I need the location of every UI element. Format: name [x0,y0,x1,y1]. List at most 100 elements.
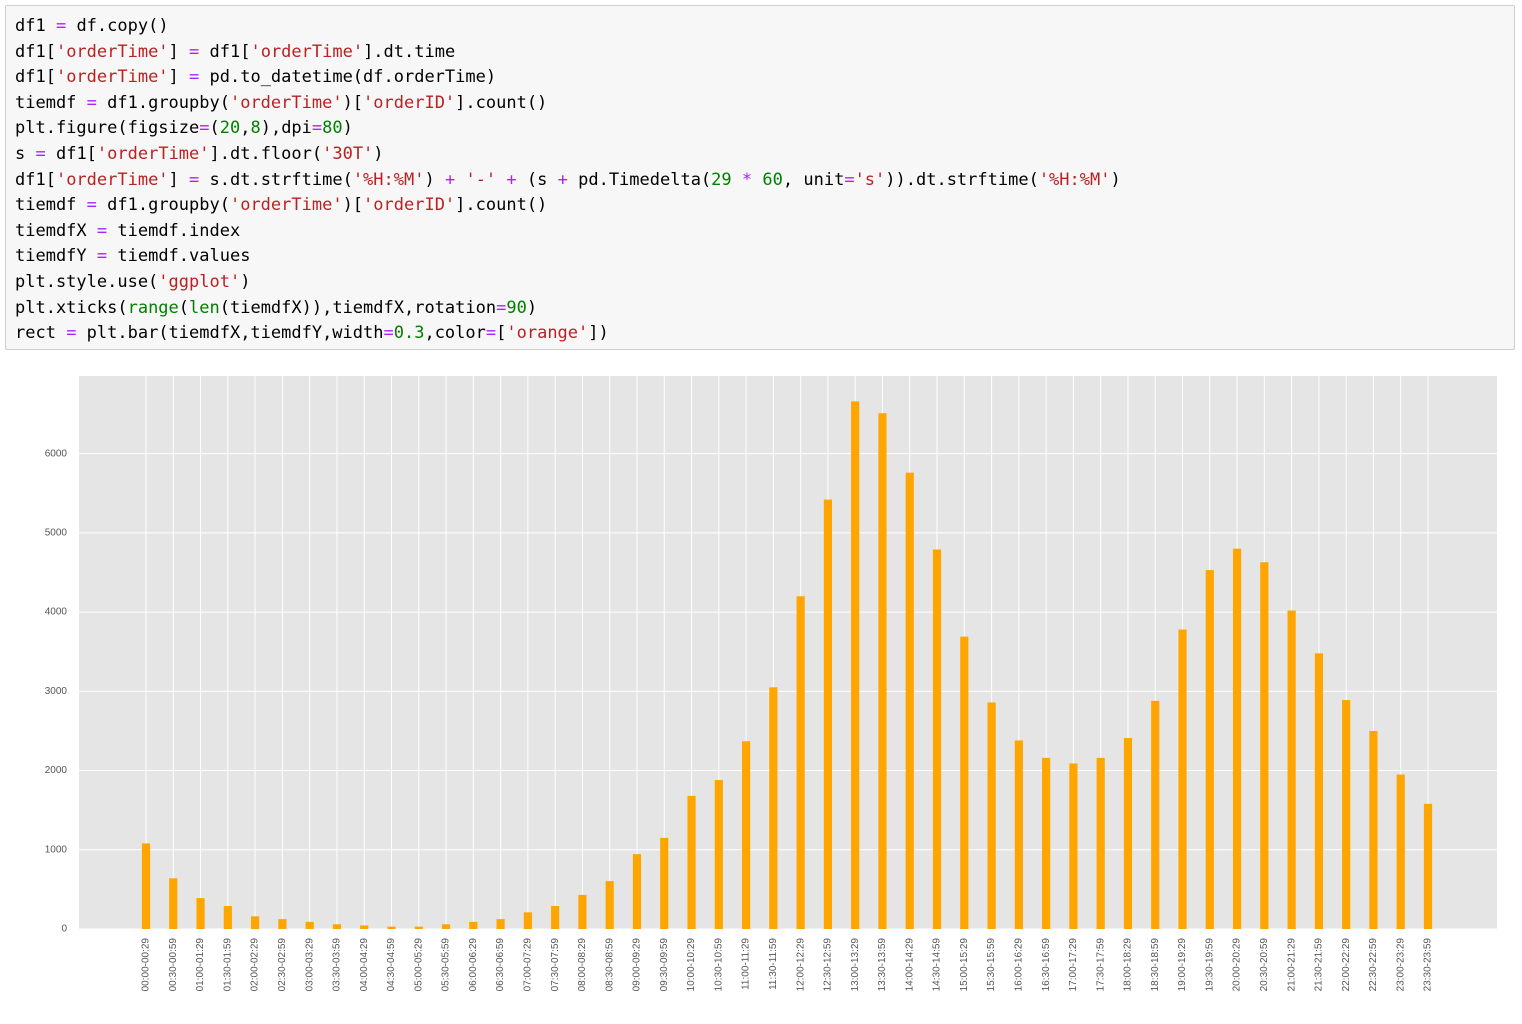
code-token: 60 [762,169,783,190]
y-tick-label: 1000 [45,844,68,855]
bar [851,401,860,930]
code-token: = [199,118,210,139]
y-tick-label: 3000 [45,686,68,697]
bar [769,687,778,929]
bar [196,898,205,929]
code-token: = [96,220,108,241]
bar [1260,562,1269,929]
bar [441,924,451,929]
code-token: 'orderTime' [96,143,210,164]
x-tick-label: 18:00-18:29 [1123,938,1134,992]
code-line: plt.style.use('ggplot') [15,270,1514,296]
code-token: 'orderTime' [250,41,364,62]
code-token: = [35,143,46,164]
bar [551,906,560,929]
x-tick-label: 18:30-18:59 [1150,938,1161,992]
bar [360,925,369,929]
code-line: s = df1['orderTime'].dt.floor('30T') [15,142,1514,168]
bar [1287,610,1296,929]
x-tick-label: 08:00-08:29 [577,938,588,992]
code-token: = [189,67,200,88]
x-tick-label: 09:30-09:59 [659,938,670,992]
code-token: = [383,323,394,344]
code-line: df1 = df.copy() [15,14,1514,40]
x-tick-label: 02:30-02:59 [277,938,288,992]
code-token: 29 [711,169,732,190]
bar [1314,653,1323,929]
y-tick-label: 5000 [45,528,68,539]
code-token: ].count() [455,92,548,113]
x-tick-label: 15:30-15:59 [986,938,997,992]
x-tick-label: 14:30-14:59 [932,938,943,992]
bar [414,926,423,929]
code-token: '30T' [322,143,374,164]
code-token: tiemdf [15,195,87,216]
x-tick-label: 13:00-13:29 [850,938,861,992]
code-token: = [189,41,200,62]
x-tick-label: 23:30-23:59 [1423,938,1434,992]
code-token: = [66,323,77,344]
x-tick-label: 06:30-06:59 [495,938,506,992]
code-token: [ [496,323,507,344]
code-token: , [240,118,251,139]
code-token: = [311,118,323,139]
code-token: ( [209,118,220,139]
bar [1342,700,1351,929]
code-token: '-' [465,169,497,190]
x-tick-label: 21:30-21:59 [1314,938,1325,992]
bar [469,921,478,929]
code-token: ].dt.floor( [209,143,323,164]
code-token: ),dpi [260,118,312,139]
code-token: = [496,297,507,318]
bar [632,854,642,929]
code-line: rect = plt.bar(tiemdfX,tiemdfY,width=0.3… [15,321,1514,347]
x-tick-label: 22:00-22:29 [1341,938,1352,992]
bar [605,881,614,929]
code-token: tiemdfX [15,220,97,241]
x-tick-label: 07:00-07:29 [523,938,534,992]
x-tick-label: 16:30-16:59 [1041,938,1052,992]
y-tick-label: 0 [61,924,67,935]
bar [714,780,723,929]
code-token: = [844,169,855,190]
code-token: ] [168,67,190,88]
code-token: )).dt.strftime( [885,169,1039,190]
bar [332,924,342,929]
code-token: ].dt.time [363,41,456,62]
code-token: s [15,143,36,164]
code-token: ] [168,169,190,190]
code-token: plt.figure(figsize [15,118,200,139]
bar [387,926,396,929]
bar [251,916,260,929]
code-token: = [485,323,497,344]
code-line: plt.figure(figsize=(20,8),dpi=80) [15,116,1514,142]
bar [578,894,587,929]
x-tick-label: 17:00-17:29 [1068,938,1079,992]
code-line: df1['orderTime'] = df1['orderTime'].dt.t… [15,40,1514,66]
code-token: + [506,169,517,190]
bar [223,906,232,929]
bar [1069,763,1078,929]
code-token: tiemdf [15,92,87,113]
x-tick-label: 09:00-09:29 [632,938,643,992]
code-token: tiemdf.index [107,220,241,241]
x-tick-label: 10:30-10:59 [713,938,724,992]
code-token: tiemdfY [15,246,97,267]
code-token: plt.xticks( [15,297,128,318]
bar [687,795,696,929]
code-token: df1[ [15,41,56,62]
code-token: ) [1110,169,1121,190]
bar [496,919,505,929]
code-token: ( [178,297,190,318]
code-token: )[ [342,92,364,113]
bar [1042,757,1051,929]
code-token: df1[ [15,169,56,190]
code-token: range [127,297,179,318]
code-token: df1[ [199,41,251,62]
x-tick-label: 00:00-00:29 [141,938,152,992]
x-tick-label: 12:30-12:59 [823,938,834,992]
x-tick-label: 01:30-01:59 [222,938,233,992]
x-tick-label: 04:00-04:29 [359,938,370,992]
